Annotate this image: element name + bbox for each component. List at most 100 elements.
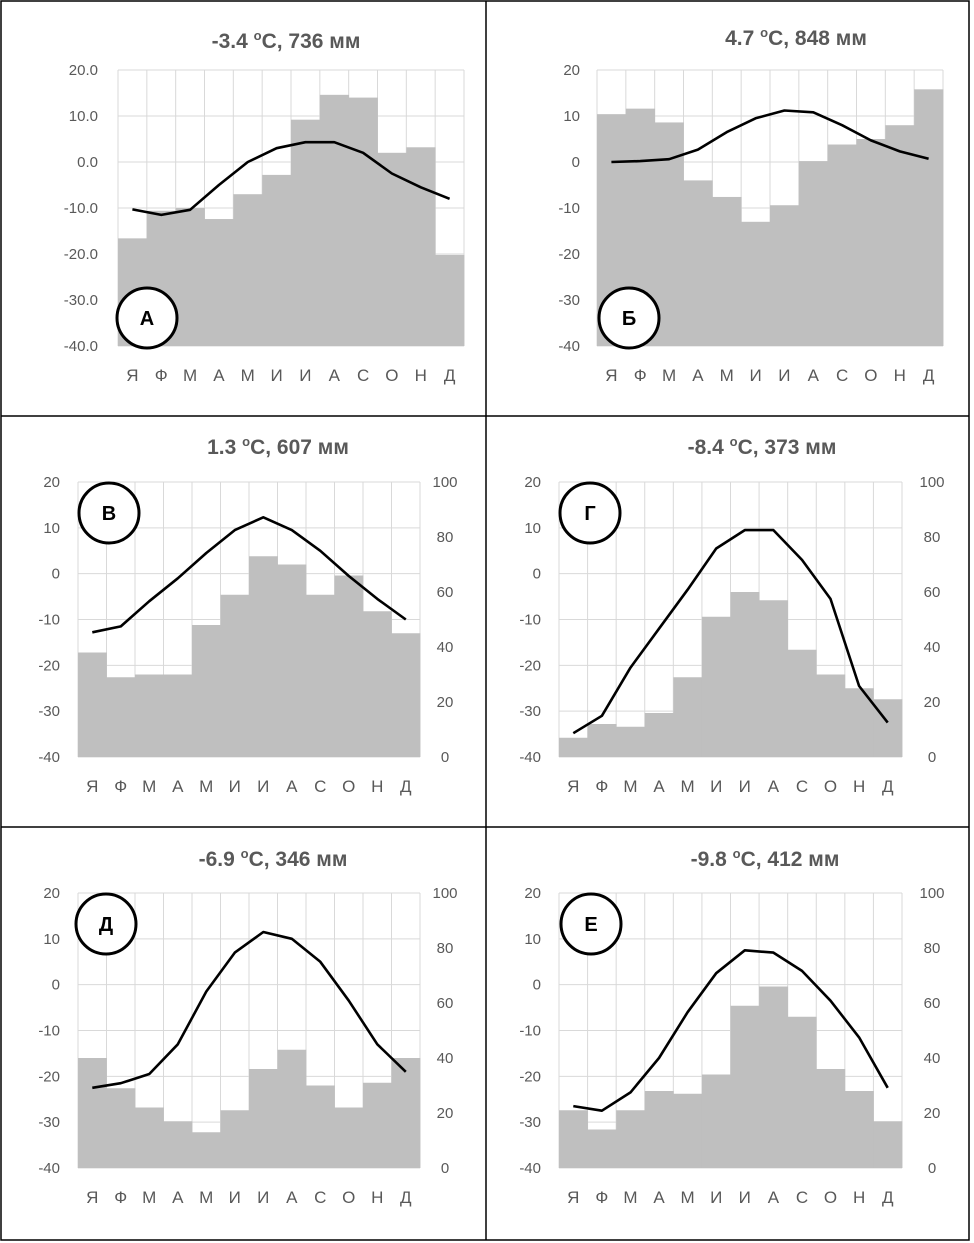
chart-title-unit: C, 607 мм	[250, 436, 349, 459]
badge-circle	[597, 286, 661, 350]
precipitation-bar	[730, 1005, 760, 1168]
temperature-line	[572, 528, 889, 735]
chart-title: -6.9 oC, 346 мм	[199, 846, 348, 871]
chart-title: -3.4 oC, 736 мм	[212, 28, 361, 53]
chart-title-value: -9.8	[691, 848, 733, 871]
y-tick-label-left: -20	[558, 246, 580, 263]
precipitation-bar	[106, 1088, 136, 1168]
badge-letter: А	[140, 308, 154, 330]
precipitation-bar	[644, 1091, 674, 1168]
precipitation-bar	[406, 147, 436, 346]
x-tick-label: Д	[400, 777, 412, 796]
badge-circle	[559, 892, 623, 956]
x-tick-label: М	[720, 366, 734, 385]
chart-title-unit: C, 736 мм	[262, 30, 361, 53]
precipitation-bar	[673, 677, 703, 757]
precipitation-bar	[277, 1049, 307, 1168]
precipitation-bar	[644, 713, 674, 757]
x-tick-label: Д	[923, 366, 935, 385]
x-tick-label: С	[836, 366, 848, 385]
chart-letter-badge: Д	[74, 892, 138, 956]
precipitation-bar	[377, 152, 407, 346]
y-tick-label-left: -40	[519, 749, 541, 766]
x-tick-label: М	[142, 777, 156, 796]
y-tick-label-left: 10	[524, 520, 541, 537]
precipitation-bar	[204, 219, 234, 346]
temperature-line	[92, 515, 407, 634]
x-tick-label: Ф	[114, 1188, 127, 1207]
x-tick-label: О	[342, 777, 355, 796]
x-tick-label: И	[710, 777, 722, 796]
x-tick-label: Н	[371, 1188, 383, 1207]
x-tick-label: А	[172, 777, 184, 796]
y-tick-label-left: -20	[38, 657, 60, 674]
y-tick-label-right: 60	[924, 584, 941, 601]
y-tick-label-left: 0	[533, 977, 541, 994]
x-tick-label: Я	[86, 1188, 98, 1207]
precipitation-bar	[559, 737, 588, 757]
x-tick-label: Я	[126, 366, 138, 385]
precipitation-bar	[363, 1082, 392, 1168]
y-tick-label-right: 100	[919, 474, 944, 491]
precipitation-bars	[597, 89, 944, 346]
y-tick-label-left: -30	[38, 703, 60, 720]
precipitation-bar	[787, 649, 817, 757]
y-tick-label-left: -20	[519, 1068, 541, 1085]
chart-title: 4.7 oC, 848 мм	[725, 25, 867, 50]
precipitation-bar	[816, 1069, 846, 1168]
y-tick-label-left: -10	[519, 612, 541, 629]
x-tick-label: М	[199, 777, 213, 796]
precipitation-bar	[277, 564, 307, 757]
chart-title-degree: o	[242, 434, 250, 449]
precipitation-bar	[249, 1069, 278, 1168]
precipitation-bar	[827, 144, 857, 346]
y-tick-label-left: 10	[563, 108, 580, 125]
precipitation-bar	[435, 254, 465, 346]
badge-letter: Г	[584, 503, 595, 525]
x-tick-label: М	[183, 366, 197, 385]
y-tick-label-left: -20.0	[64, 246, 98, 263]
x-tick-label: С	[796, 1188, 808, 1207]
precipitation-bar	[559, 1110, 588, 1168]
x-tick-label: И	[229, 777, 241, 796]
chart-title-unit: C, 346 мм	[249, 848, 348, 871]
precipitation-bar	[616, 1110, 646, 1168]
precipitation-bar	[334, 575, 364, 757]
y-tick-label-right: 20	[924, 694, 941, 711]
precipitation-bar	[701, 1074, 731, 1168]
y-tick-label-left: -10.0	[64, 200, 98, 217]
y-tick-label-right: 100	[919, 885, 944, 902]
y-tick-label-left: 20	[524, 885, 541, 902]
y-tick-label-left: 10	[524, 931, 541, 948]
y-tick-label-right: 20	[437, 1105, 454, 1122]
precipitation-bar	[616, 726, 646, 757]
x-tick-label: А	[213, 366, 225, 385]
x-tick-label: Ф	[634, 366, 647, 385]
x-tick-label: М	[623, 777, 637, 796]
y-tick-label-left: -10	[558, 200, 580, 217]
precipitation-bar	[730, 592, 760, 757]
y-tick-label-right: 20	[924, 1105, 941, 1122]
x-tick-label: Ф	[595, 777, 608, 796]
precipitation-bar	[233, 194, 263, 346]
y-tick-label-left: 20	[524, 474, 541, 491]
x-tick-label: Я	[567, 777, 579, 796]
precipitation-bar	[306, 1085, 335, 1168]
x-tick-label: С	[314, 1188, 326, 1207]
precipitation-bar	[319, 94, 350, 346]
y-tick-label-left: 20.0	[69, 62, 98, 79]
precipitation-bars	[78, 556, 421, 757]
precipitation-bar	[741, 221, 771, 346]
chart-letter-badge: А	[115, 286, 179, 350]
precipitation-bar	[363, 611, 392, 757]
chart-title: 1.3 oC, 607 мм	[207, 434, 349, 459]
x-tick-label: Н	[853, 1188, 865, 1207]
chart-title-degree: o	[730, 434, 738, 449]
precipitation-bar	[291, 119, 321, 347]
y-tick-label-left: -20	[519, 657, 541, 674]
